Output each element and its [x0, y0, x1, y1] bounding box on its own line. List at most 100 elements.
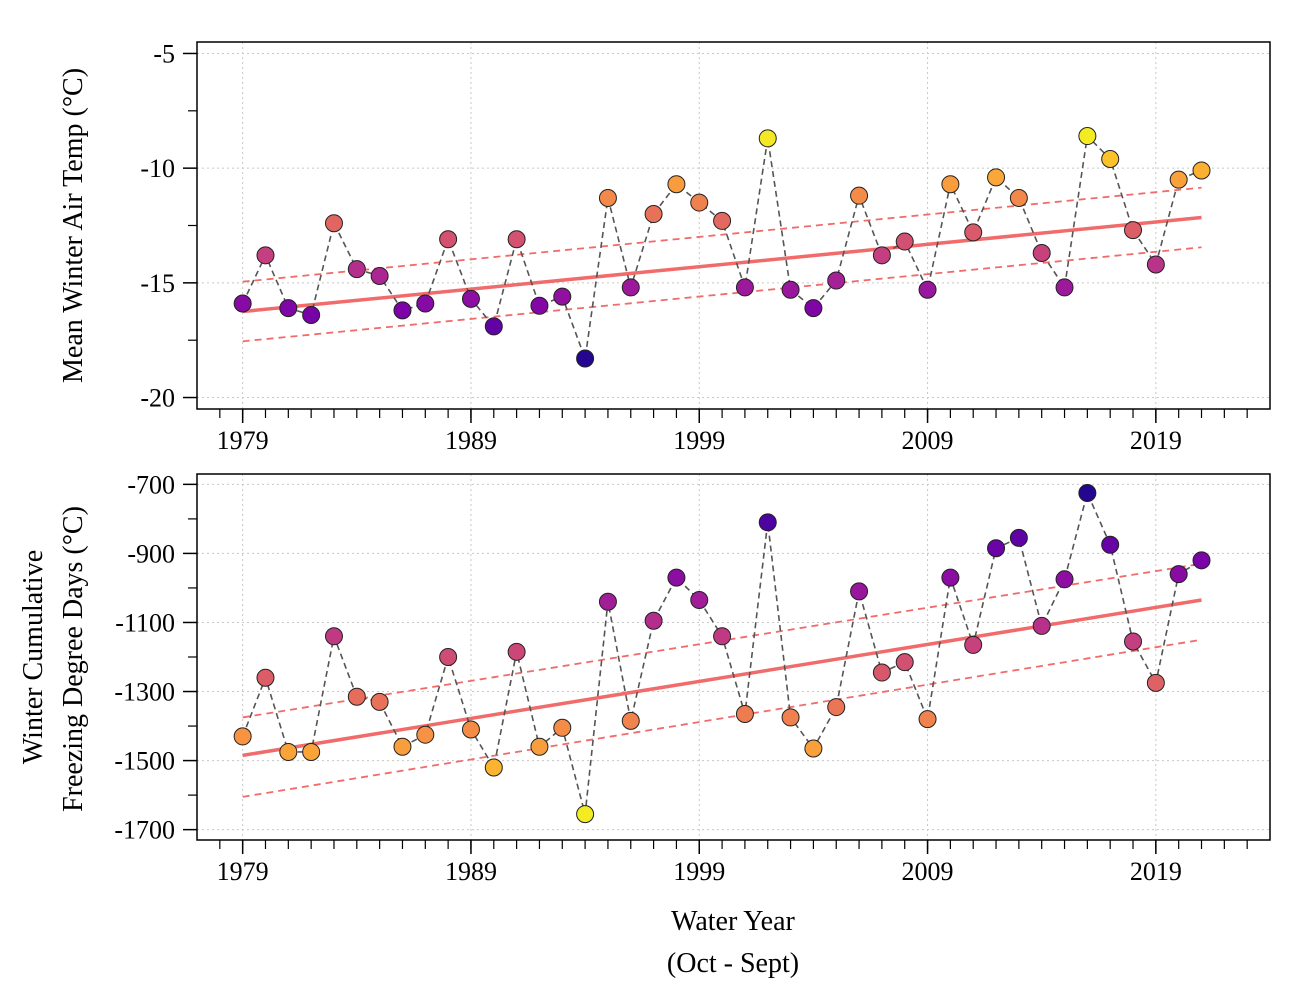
y-tick-label: -15 — [140, 269, 175, 298]
data-point — [553, 718, 572, 737]
data-point — [370, 266, 389, 285]
data-point — [576, 349, 595, 368]
trend-line — [242, 215, 1202, 314]
data-point — [1192, 551, 1211, 570]
data-point — [804, 299, 823, 318]
y-axis-title: Winter Cumulative — [18, 550, 49, 764]
data-point — [507, 642, 526, 661]
x-tick-label: 2019 — [1130, 857, 1182, 886]
data-point — [1169, 565, 1188, 584]
x-tick-label: 2009 — [902, 857, 954, 886]
data-point — [1009, 528, 1028, 547]
data-point — [804, 739, 823, 758]
y-tick-label: -1500 — [114, 747, 175, 776]
plot-frame — [196, 473, 1271, 841]
trend-line — [242, 598, 1202, 758]
data-point — [964, 635, 983, 654]
y-axis-title: Mean Winter Air Temp (°C) — [58, 68, 89, 383]
y-tick-label: -1700 — [114, 816, 175, 845]
data-point — [1055, 278, 1074, 297]
data-point — [781, 280, 800, 299]
data-point — [484, 317, 503, 336]
data-point — [895, 232, 914, 251]
data-point — [667, 175, 686, 194]
data-point — [484, 758, 503, 777]
data-point — [347, 260, 366, 279]
confidence-band-upper — [242, 186, 1202, 283]
data-point — [987, 168, 1006, 187]
data-point — [1078, 483, 1097, 502]
data-point — [1169, 170, 1188, 189]
data-point — [370, 692, 389, 711]
data-point — [279, 742, 298, 761]
data-point — [324, 627, 343, 646]
data-point — [1124, 632, 1143, 651]
x-axis-subtitle: (Oct - Sept) — [667, 948, 799, 979]
data-point — [1032, 244, 1051, 263]
data-point — [1101, 535, 1120, 554]
x-tick-label: 1979 — [217, 426, 269, 455]
x-tick-label: 2019 — [1130, 426, 1182, 455]
x-tick-label: 1989 — [445, 426, 497, 455]
y-tick-label: -5 — [153, 39, 175, 68]
data-point — [987, 539, 1006, 558]
y-tick-label: -1300 — [114, 678, 175, 707]
data-point — [964, 223, 983, 242]
confidence-band-lower — [242, 246, 1202, 343]
y-tick-label: -1100 — [115, 608, 175, 637]
data-point — [1192, 161, 1211, 180]
data-point — [918, 280, 937, 299]
y-tick-label: -900 — [127, 539, 175, 568]
data-point — [941, 175, 960, 194]
x-tick-label: 1979 — [217, 857, 269, 886]
data-point — [302, 742, 321, 761]
data-point — [530, 296, 549, 315]
data-point — [553, 287, 572, 306]
panel-freezing-degree-days: 1979 1989 1999 2009 2019 -1700 -1500 -1300 -1100… — [18, 470, 1271, 979]
series-connecting-line — [241, 490, 1202, 815]
data-point — [621, 711, 640, 730]
data-point — [1055, 570, 1074, 589]
data-point — [735, 278, 754, 297]
data-point — [1146, 255, 1165, 274]
data-point — [507, 230, 526, 249]
data-point — [576, 805, 595, 824]
data-point — [644, 205, 663, 224]
data-point — [735, 704, 754, 723]
confidence-band-lower — [242, 638, 1202, 798]
series-connecting-line — [241, 134, 1202, 359]
data-point — [781, 708, 800, 727]
data-point — [1009, 188, 1028, 207]
data-point — [850, 582, 869, 601]
panel-mean-winter-air-temp: 1979 1989 1999 2009 2019 -20 -15 -10 -5 Mean Wint… — [58, 39, 1271, 455]
data-point — [1032, 616, 1051, 635]
x-tick-label: 1999 — [673, 857, 725, 886]
data-point — [439, 230, 458, 249]
data-point — [827, 271, 846, 290]
data-point — [393, 737, 412, 756]
data-point — [941, 568, 960, 587]
data-point — [530, 737, 549, 756]
data-point — [713, 627, 732, 646]
x-tick-label: 1999 — [673, 426, 725, 455]
data-point — [827, 698, 846, 717]
data-point — [872, 246, 891, 265]
data-point — [439, 648, 458, 666]
data-point — [416, 725, 435, 744]
data-point — [416, 294, 435, 313]
data-point — [644, 611, 663, 630]
data-point — [621, 278, 640, 297]
data-point — [461, 289, 480, 308]
data-point — [1078, 127, 1097, 146]
data-point — [324, 214, 343, 233]
data-point — [233, 294, 252, 313]
data-point — [598, 592, 617, 611]
y-tick-label: -700 — [127, 470, 175, 499]
data-point — [667, 568, 686, 587]
y-tick-label: -10 — [140, 154, 175, 183]
data-point — [256, 668, 275, 687]
x-tick-label: 1989 — [445, 857, 497, 886]
data-point — [690, 193, 709, 212]
data-point — [1101, 149, 1120, 168]
x-tick-label: 2009 — [902, 426, 954, 455]
